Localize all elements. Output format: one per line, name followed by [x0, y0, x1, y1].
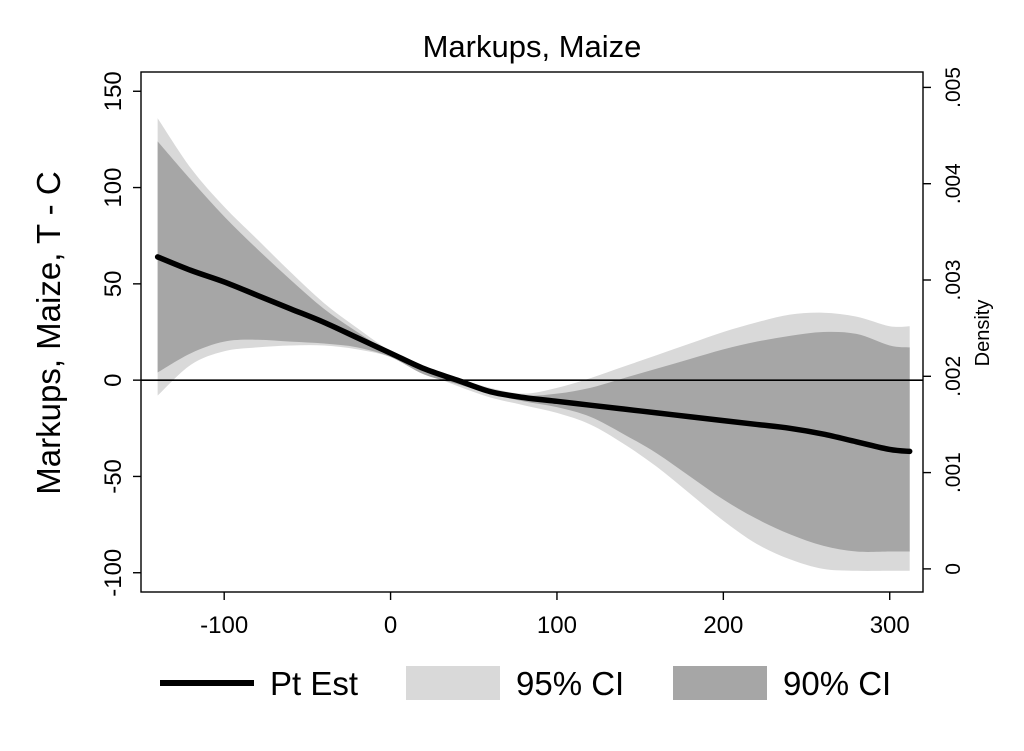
y-tick-label: -50 [100, 459, 127, 494]
y2-axis-title: Density [972, 300, 994, 367]
y2-tick-label: .003 [942, 260, 965, 301]
y-tick-label: -100 [100, 549, 127, 597]
legend-item-ptest: Pt Est [160, 665, 358, 702]
y-tick-label: 0 [100, 373, 127, 386]
point-estimate-layer [154, 254, 913, 455]
legend-item-95ci: 95% CI [406, 665, 624, 702]
y2-tick-label: .002 [942, 356, 965, 397]
x-tick-label: 200 [703, 612, 743, 639]
legend-item-90ci: 90% CI [673, 665, 891, 702]
legend-label: 95% CI [516, 665, 624, 702]
ci-bands-layer [157, 118, 910, 571]
y-axis-title: Markups, Maize, T - C [30, 171, 67, 494]
legend-swatch-box [406, 666, 500, 700]
x-tick-label: 0 [384, 612, 397, 639]
axes-layer: -100 0 100 200 300 -100 -50 0 50 100 150 0 .001 .002.… [100, 67, 965, 639]
legend-label: Pt Est [270, 665, 358, 702]
legend: Pt Est 95% CI 90% CI [160, 665, 891, 702]
y-tick-label: 150 [100, 71, 127, 111]
x-tick-label: -100 [200, 612, 248, 639]
y2-tick-label: .004 [942, 163, 965, 204]
legend-swatch-box [673, 666, 767, 700]
y2-tick-label: 0 [942, 563, 965, 575]
y2-tick-label: .001 [942, 452, 965, 493]
y-tick-label: 100 [100, 168, 127, 208]
x-tick-label: 300 [870, 612, 910, 639]
chart-title: Markups, Maize [423, 29, 642, 64]
y2-tick-label: .005 [942, 67, 965, 108]
legend-label: 90% CI [783, 665, 891, 702]
ci-band-90ci [157, 141, 910, 552]
x-tick-label: 100 [537, 612, 577, 639]
plot-frame [140, 71, 924, 593]
series-line-pt-est [154, 254, 913, 455]
y-tick-label: 50 [100, 271, 127, 298]
